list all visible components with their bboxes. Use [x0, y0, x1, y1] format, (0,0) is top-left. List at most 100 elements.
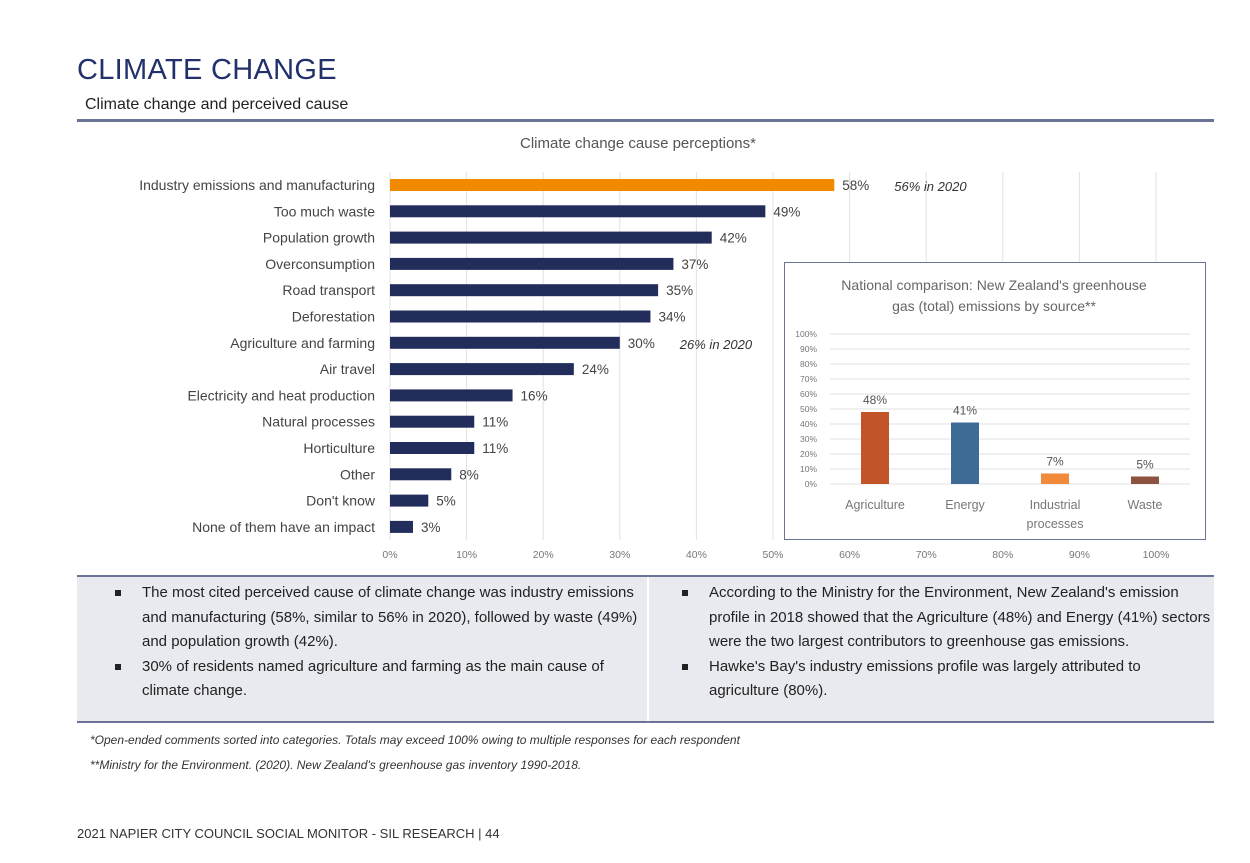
y-tick-label: 10%: [800, 464, 817, 474]
category-label: Waste: [1128, 498, 1163, 512]
footnote-open-ended: *Open-ended comments sorted into categor…: [90, 733, 740, 747]
value-label: 49%: [773, 204, 800, 219]
comparison-annotation: 56% in 2020: [894, 179, 967, 194]
value-label: 42%: [720, 231, 747, 246]
bar: [951, 422, 979, 484]
bar: [390, 336, 620, 349]
value-label: 34%: [658, 310, 685, 325]
category-label: Population growth: [263, 230, 375, 246]
category-label: Energy: [945, 498, 985, 512]
category-label: Overconsumption: [265, 256, 375, 272]
finding-text: Hawke's Bay's industry emissions profile…: [709, 657, 1141, 700]
bullet-square-icon: [682, 663, 688, 670]
bar: [390, 494, 429, 507]
value-label: 41%: [953, 404, 977, 418]
bar: [390, 205, 766, 218]
bar: [390, 310, 651, 323]
y-tick-label: 40%: [800, 419, 817, 429]
chart-title: Climate change cause perceptions*: [520, 135, 756, 152]
bullet-square-icon: [115, 663, 121, 670]
y-tick-label: 80%: [800, 359, 817, 369]
bar: [390, 415, 475, 428]
y-tick-label: 50%: [800, 404, 817, 414]
page-footer: 2021 NAPIER CITY COUNCIL SOCIAL MONITOR …: [77, 826, 500, 841]
y-tick-label: 90%: [800, 344, 817, 354]
value-label: 11%: [482, 441, 508, 456]
y-tick-label: 60%: [800, 389, 817, 399]
x-tick-label: 80%: [992, 549, 1013, 561]
bullet-square-icon: [115, 590, 121, 596]
x-tick-label: 0%: [382, 549, 397, 561]
x-tick-label: 90%: [1069, 549, 1090, 561]
cause-perceptions-chart: Climate change cause perceptions* 0% 10% 20…: [139, 135, 1170, 561]
value-label: 48%: [863, 393, 887, 407]
value-label: 37%: [681, 257, 708, 272]
y-tick-label: 20%: [800, 449, 817, 459]
comparison-annotation: 26% in 2020: [679, 337, 753, 352]
bar: [390, 442, 475, 454]
findings-right-column: According to the Ministry for the Enviro…: [682, 581, 1212, 704]
category-label: Too much waste: [274, 203, 375, 219]
y-tick-label: 70%: [800, 374, 817, 384]
inset-title-line: gas (total) emissions by source**: [892, 298, 1096, 314]
bar: [390, 257, 674, 270]
category-label: Don't know: [306, 493, 376, 509]
y-tick-label: 0%: [805, 479, 818, 489]
bar: [1131, 476, 1159, 484]
x-tick-label: 60%: [839, 549, 860, 561]
value-label: 8%: [459, 467, 479, 482]
category-label: Horticulture: [303, 440, 375, 456]
category-label: Other: [340, 466, 375, 482]
finding-item: According to the Ministry for the Enviro…: [682, 581, 1212, 655]
category-label: processes: [1027, 517, 1084, 531]
bar: [390, 231, 712, 244]
finding-item: 30% of residents named agriculture and f…: [115, 655, 645, 704]
category-label: Industry emissions and manufacturing: [139, 177, 375, 193]
value-label: 16%: [521, 388, 548, 403]
national-comparison-panel: National comparison: New Zealand's green…: [784, 262, 1206, 540]
bar: [390, 284, 659, 297]
x-tick-label: 100%: [1143, 549, 1170, 561]
category-label: Air travel: [320, 361, 375, 377]
page-subtitle: Climate change and perceived cause: [85, 96, 349, 113]
x-tick-label: 30%: [609, 549, 630, 561]
findings-left-column: The most cited perceived cause of climat…: [115, 581, 645, 704]
x-tick-label: 70%: [916, 549, 937, 561]
value-label: 5%: [1136, 458, 1154, 472]
category-label: Road transport: [282, 282, 375, 298]
value-label: 11%: [482, 415, 508, 430]
footnote-source: **Ministry for the Environment. (2020). …: [90, 758, 582, 772]
value-label: 5%: [436, 494, 456, 509]
bar: [390, 179, 835, 191]
column-divider: [647, 577, 649, 721]
value-label: 58%: [842, 178, 869, 193]
bar: [390, 363, 574, 376]
category-label: Electricity and heat production: [187, 387, 375, 403]
bar: [1041, 473, 1069, 484]
bar: [861, 412, 889, 484]
category-label: Agriculture: [845, 498, 905, 512]
finding-text: 30% of residents named agriculture and f…: [142, 657, 604, 700]
finding-text: According to the Ministry for the Enviro…: [709, 584, 1211, 650]
value-label: 7%: [1046, 455, 1064, 469]
category-label: Agriculture and farming: [230, 335, 375, 351]
bar: [390, 389, 513, 402]
finding-text: The most cited perceived cause of climat…: [142, 584, 638, 650]
y-tick-label: 30%: [800, 434, 817, 444]
key-findings-panel: The most cited perceived cause of climat…: [77, 575, 1214, 723]
value-label: 35%: [666, 283, 693, 298]
bar: [390, 520, 413, 533]
value-label: 30%: [628, 336, 655, 351]
y-tick-label: 100%: [795, 329, 817, 339]
category-label: None of them have an impact: [192, 519, 375, 535]
x-tick-label: 10%: [456, 549, 477, 561]
finding-item: The most cited perceived cause of climat…: [115, 581, 645, 655]
finding-item: Hawke's Bay's industry emissions profile…: [682, 655, 1212, 704]
category-label: Deforestation: [292, 309, 375, 325]
inset-title-line: National comparison: New Zealand's green…: [841, 277, 1147, 293]
bar: [390, 468, 452, 481]
category-label: Industrial: [1030, 498, 1081, 512]
category-label: Natural processes: [262, 414, 375, 430]
value-label: 24%: [582, 362, 609, 377]
x-tick-label: 40%: [686, 549, 707, 561]
